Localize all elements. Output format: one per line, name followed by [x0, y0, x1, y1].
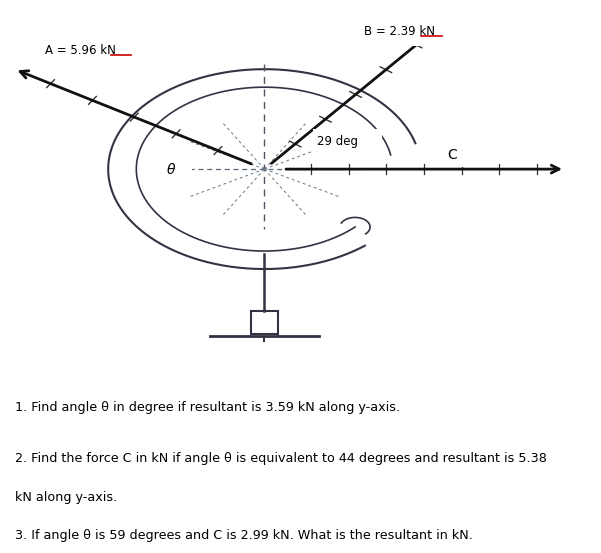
Bar — [313, 129, 382, 154]
Text: 29 deg: 29 deg — [317, 134, 358, 148]
Bar — [361, 17, 478, 46]
Text: kN along y-axis.: kN along y-axis. — [15, 491, 117, 504]
Bar — [251, 311, 278, 334]
Bar — [433, 142, 472, 167]
Text: 1. Find angle θ in degree if resultant is 3.59 kN along y-axis.: 1. Find angle θ in degree if resultant i… — [15, 401, 400, 414]
Text: θ: θ — [167, 163, 175, 177]
Bar — [42, 36, 159, 65]
Text: C: C — [447, 148, 457, 162]
Text: 2. Find the force C in kN if angle θ is equivalent to 44 degrees and resultant i: 2. Find the force C in kN if angle θ is … — [15, 452, 547, 465]
Bar — [153, 158, 192, 182]
Text: 3. If angle θ is 59 degrees and C is 2.99 kN. What is the resultant in kN.: 3. If angle θ is 59 degrees and C is 2.9… — [15, 529, 473, 542]
Text: B = 2.39 kN: B = 2.39 kN — [364, 25, 435, 38]
Text: A = 5.96 kN: A = 5.96 kN — [45, 44, 116, 57]
